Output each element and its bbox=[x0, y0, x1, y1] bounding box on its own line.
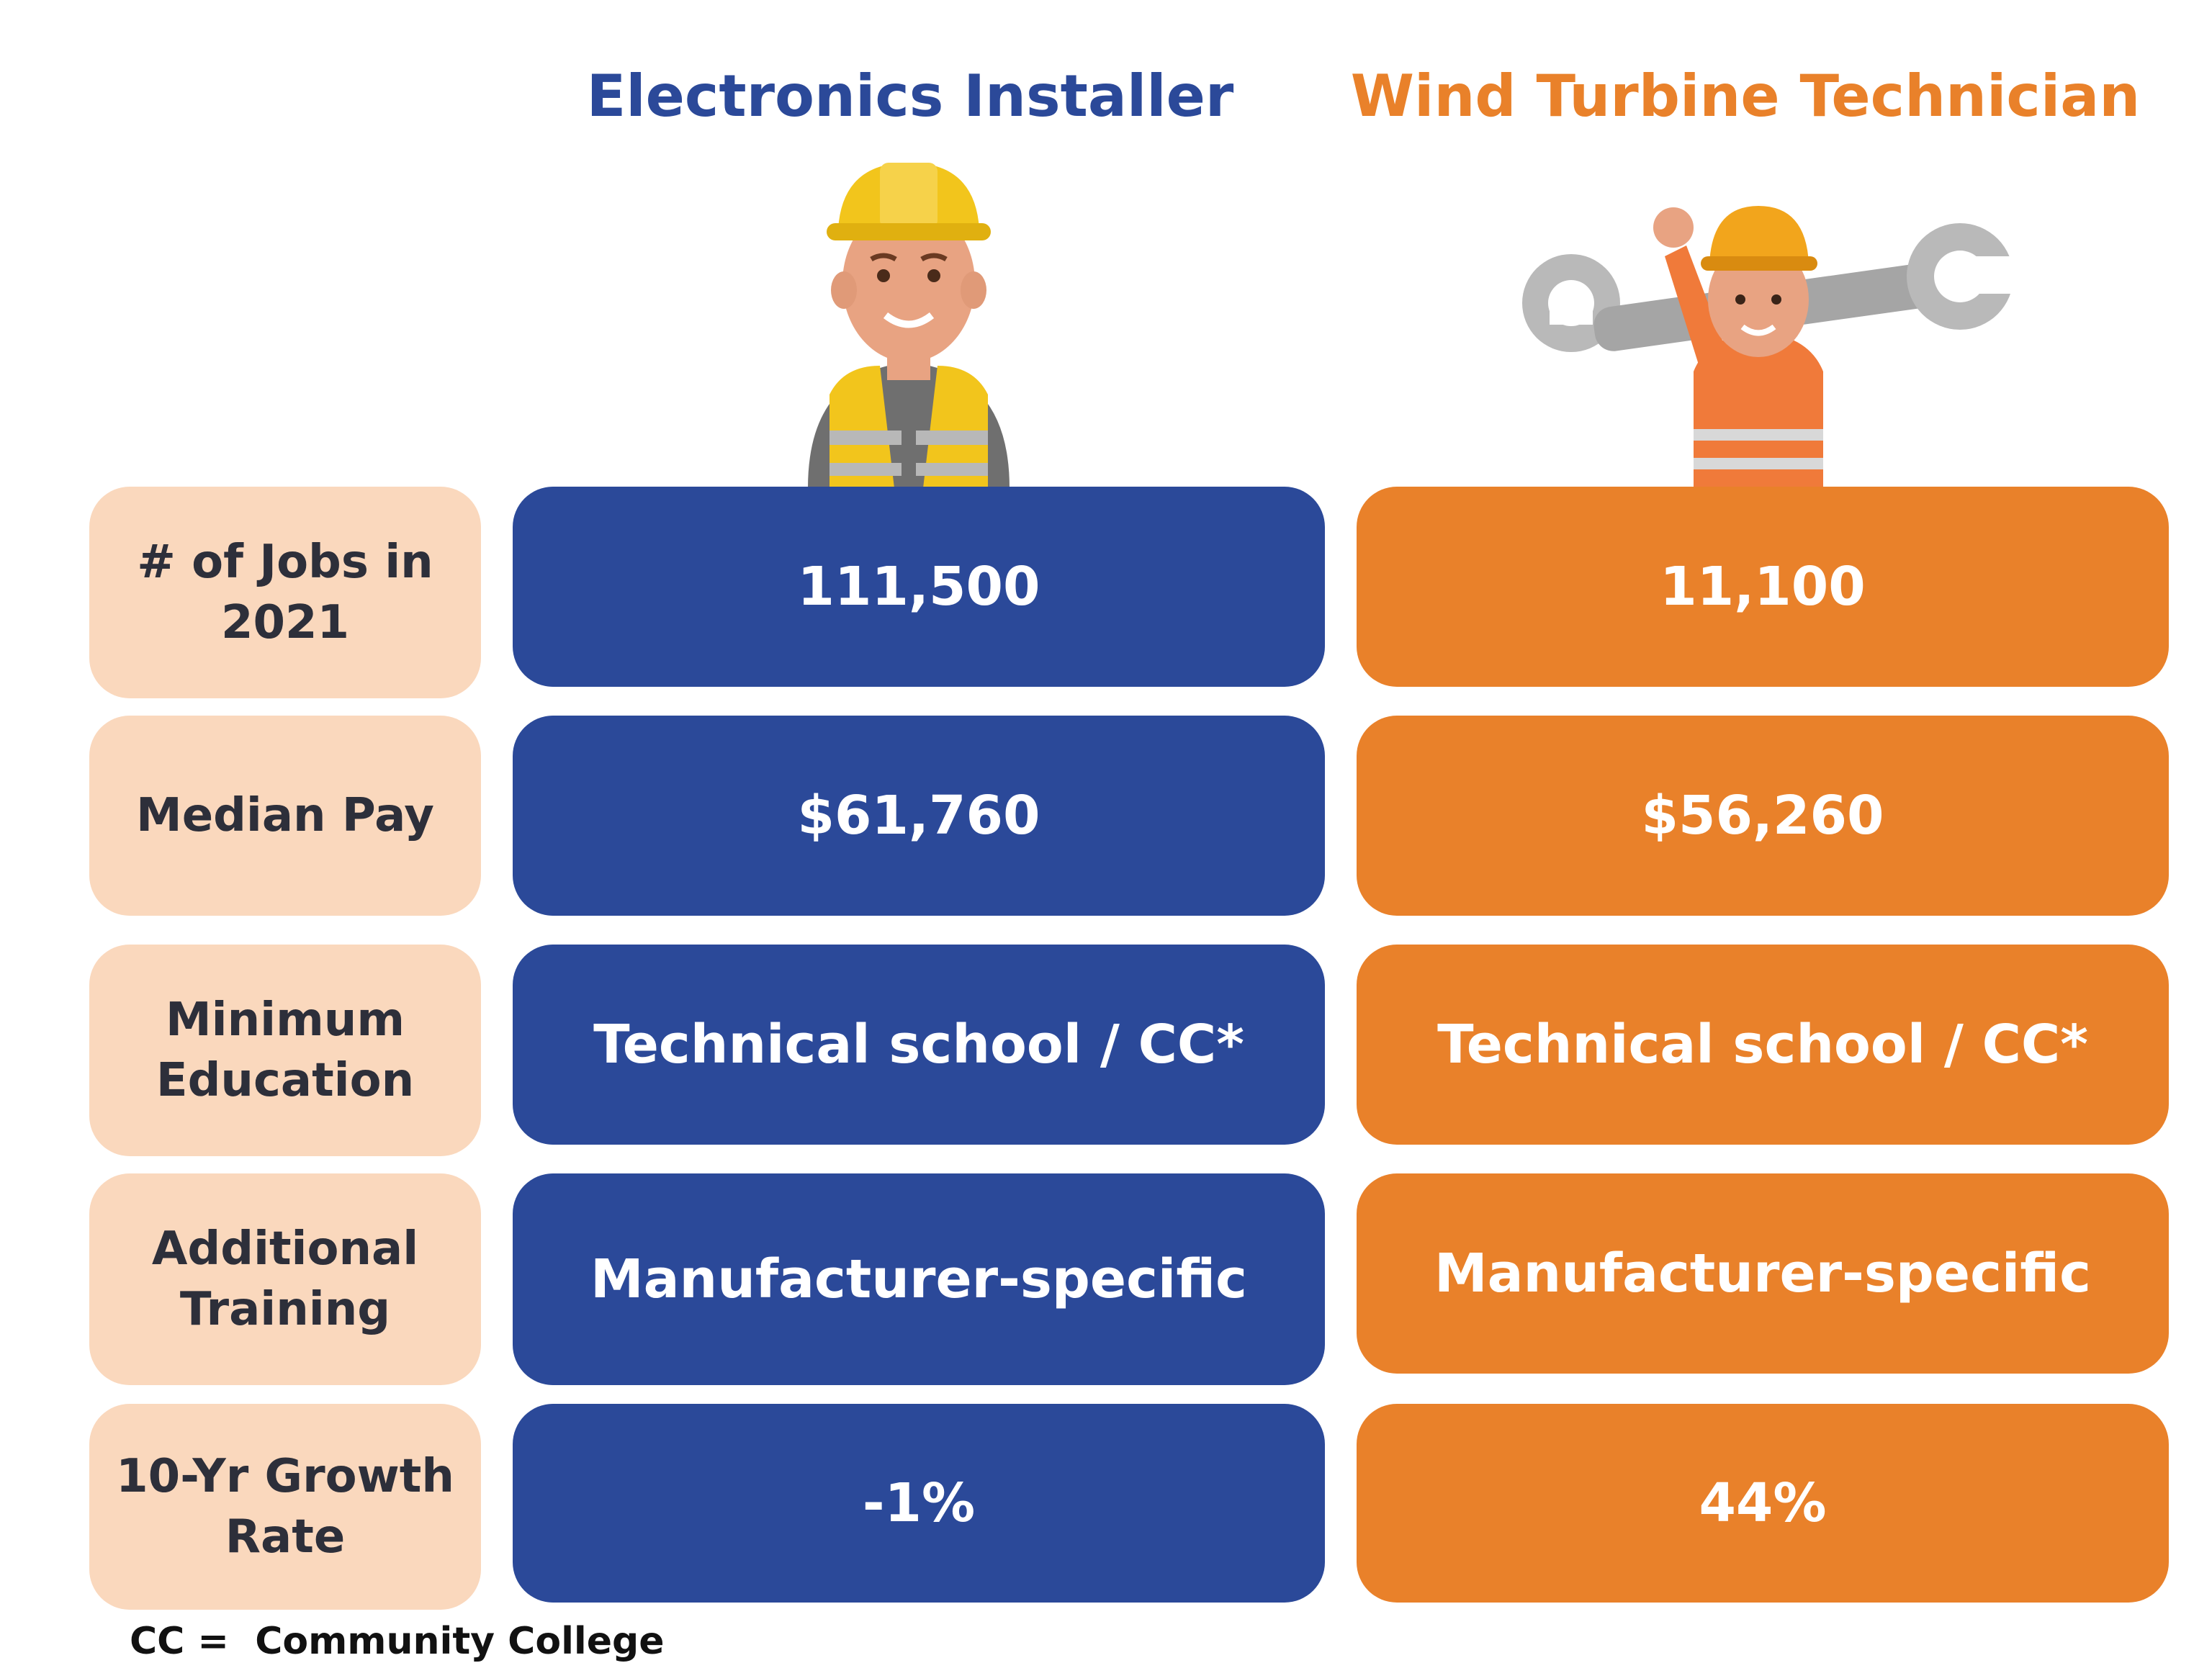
cell-jobs-wind-turbine-technician: 11,100 bbox=[1357, 487, 2169, 687]
cell-pay-wind-turbine-technician: $56,260 bbox=[1357, 716, 2169, 916]
cell-training-wind-turbine-technician: Manufacturer-specific bbox=[1357, 1173, 2169, 1374]
cell-growth-electronics-installer: -1% bbox=[513, 1404, 1325, 1603]
row-label-growth-rate: 10-Yr Growth Rate bbox=[89, 1404, 481, 1610]
row-label-median-pay: Median Pay bbox=[89, 716, 481, 916]
construction-worker-icon bbox=[808, 163, 1010, 488]
footnote: CC = Community College bbox=[130, 1620, 665, 1663]
cell-training-electronics-installer: Manufacturer-specific bbox=[513, 1173, 1325, 1385]
row-label-jobs: # of Jobs in 2021 bbox=[89, 487, 481, 698]
row-label-additional-training: Additional Training bbox=[89, 1173, 481, 1385]
cell-jobs-electronics-installer: 111,500 bbox=[513, 487, 1325, 687]
technician-with-wrench-icon bbox=[1522, 206, 2010, 487]
cell-growth-wind-turbine-technician: 44% bbox=[1357, 1404, 2169, 1603]
cell-education-wind-turbine-technician: Technical school / CC* bbox=[1357, 945, 2169, 1145]
row-label-minimum-education: Minimum Education bbox=[89, 945, 481, 1156]
cell-education-electronics-installer: Technical school / CC* bbox=[513, 945, 1325, 1145]
column-title-wind-turbine-technician: Wind Turbine Technician bbox=[1350, 62, 2141, 130]
cell-pay-electronics-installer: $61,760 bbox=[513, 716, 1325, 916]
column-title-electronics-installer: Electronics Installer bbox=[586, 62, 1234, 130]
